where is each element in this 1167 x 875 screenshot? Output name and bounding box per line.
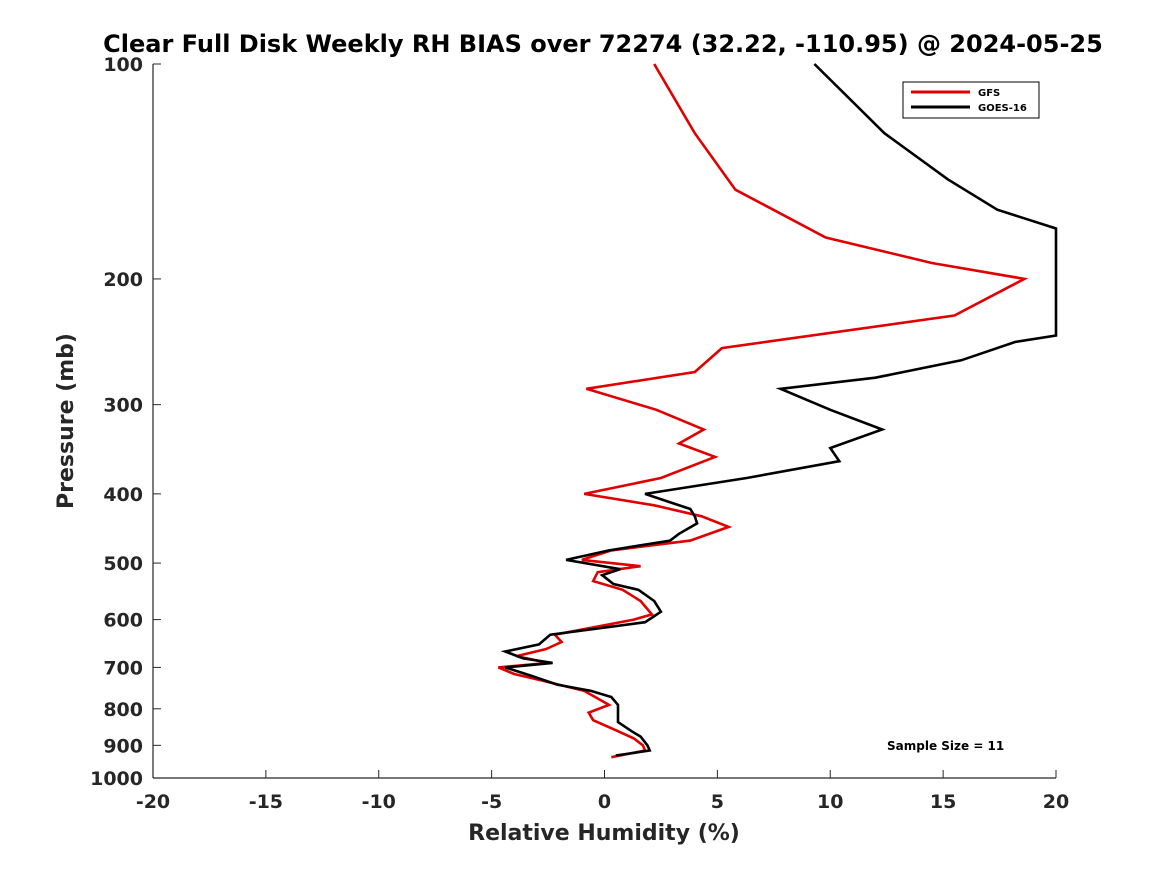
x-tick-label-2: -10 (362, 791, 396, 813)
y-tick-label-5: 600 (103, 610, 143, 632)
x-tick-label-0: -20 (136, 791, 170, 813)
chart-title: Clear Full Disk Weekly RH BIAS over 7227… (103, 30, 1103, 58)
legend-label-goes16: GOES-16 (978, 103, 1027, 114)
y-tick-label-7: 800 (103, 699, 143, 721)
sample-size-annotation: Sample Size = 11 (887, 739, 1004, 753)
y-tick-label-1: 200 (103, 269, 143, 291)
series-line-goes16 (500, 63, 1058, 757)
y-axis-label: Pressure (mb) (54, 333, 79, 509)
y-tick-label-8: 900 (103, 735, 143, 757)
plot-area (153, 64, 1056, 778)
legend: GFS GOES-16 (902, 81, 1040, 119)
series-layer (497, 63, 1058, 759)
y-tick-label-0: 100 (103, 54, 143, 76)
x-tick-label-5: 5 (711, 791, 724, 813)
x-tick-label-8: 20 (1043, 791, 1069, 813)
x-tick-label-6: 10 (817, 791, 843, 813)
y-tick-label-2: 300 (103, 395, 143, 417)
y-tick-label-4: 500 (103, 553, 143, 575)
x-tick-label-3: -5 (481, 791, 502, 813)
legend-label-gfs: GFS (978, 88, 1000, 99)
y-tick-label-3: 400 (103, 484, 143, 506)
y-tick-label-6: 700 (103, 657, 143, 679)
legend-box (902, 81, 1040, 119)
x-tick-label-1: -15 (249, 791, 283, 813)
x-ticks: -20 -15 -10 -5 0 5 10 15 20 (136, 770, 1069, 813)
x-tick-label-7: 15 (930, 791, 956, 813)
x-axis-label: Relative Humidity (%) (468, 821, 740, 846)
y-tick-label-9: 1000 (90, 768, 143, 790)
y-ticks: 100 200 300 400 500 600 700 800 900 1000 (90, 54, 161, 790)
x-tick-label-4: 0 (598, 791, 611, 813)
